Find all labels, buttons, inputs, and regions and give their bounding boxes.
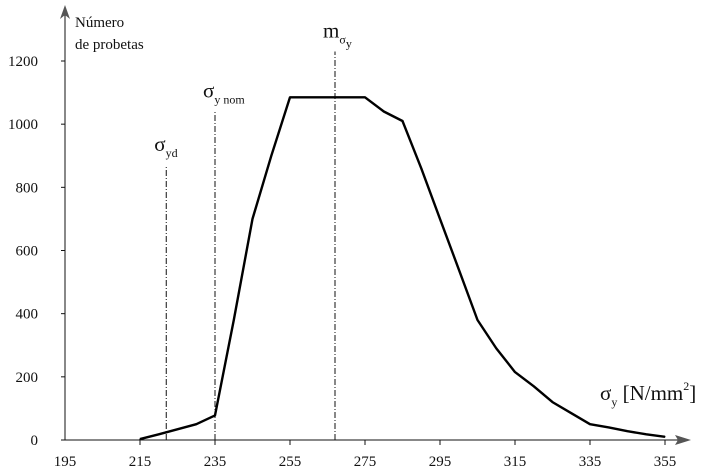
data-point — [252, 218, 253, 219]
data-point — [233, 319, 234, 320]
y-ticks: 0 200 400 600 800 1000 1200 — [8, 54, 65, 449]
y-axis-label-line2: de probetas — [75, 37, 144, 53]
x-tick-label: 315 — [504, 454, 527, 470]
y-tick-label: 800 — [16, 180, 39, 196]
data-point — [308, 97, 309, 98]
x-tick-label: 275 — [354, 454, 377, 470]
series-line — [140, 97, 665, 439]
reference-line-label: σy nom — [203, 79, 245, 107]
x-axis-label: σy [N/mm2] — [600, 379, 696, 409]
x-tick-label: 355 — [654, 454, 677, 470]
y-tick-label: 1000 — [8, 117, 38, 133]
x-axis-label-symbol: σ — [600, 381, 611, 405]
data-point — [552, 402, 553, 403]
y-tick-label: 200 — [16, 370, 39, 386]
data-point — [383, 111, 384, 112]
data-point — [289, 97, 290, 98]
data-point — [346, 97, 347, 98]
data-point — [327, 97, 328, 98]
series-layer — [139, 97, 665, 440]
data-point — [364, 97, 365, 98]
data-point — [139, 439, 140, 440]
x-axis-label-unit-close: ] — [689, 381, 696, 405]
data-point — [664, 436, 665, 437]
x-tick-label: 335 — [579, 454, 602, 470]
x-tick-label: 255 — [279, 454, 302, 470]
x-axis-label-unit: [N/mm — [617, 381, 683, 405]
y-axis-label-line1: Número — [75, 15, 124, 31]
axes — [60, 5, 691, 445]
data-point — [421, 168, 422, 169]
data-point — [646, 434, 647, 435]
data-point — [571, 413, 572, 414]
data-point — [589, 424, 590, 425]
data-point — [271, 155, 272, 156]
reference-line-label: σyd — [154, 132, 177, 160]
data-point — [514, 372, 515, 373]
data-point — [477, 319, 478, 320]
data-point — [627, 431, 628, 432]
data-point — [196, 424, 197, 425]
y-tick-label: 0 — [31, 433, 39, 449]
y-tick-label: 400 — [16, 307, 39, 323]
data-point — [533, 386, 534, 387]
x-ticks: 195 215 235 255 275 295 315 335 355 — [54, 440, 677, 470]
y-tick-label: 1200 — [8, 54, 38, 70]
y-tick-label: 600 — [16, 244, 39, 260]
data-point — [608, 427, 609, 428]
data-point — [439, 218, 440, 219]
x-tick-label: 195 — [54, 454, 77, 470]
x-tick-label: 295 — [429, 454, 452, 470]
data-point — [458, 269, 459, 270]
data-point — [402, 120, 403, 121]
reference-lines: σyd σy nom mσy — [154, 19, 352, 440]
data-point — [158, 434, 159, 435]
data-point — [214, 415, 215, 416]
data-point — [496, 348, 497, 349]
x-tick-label: 235 — [204, 454, 227, 470]
x-tick-label: 215 — [129, 454, 152, 470]
reference-line-label: mσy — [323, 19, 352, 51]
